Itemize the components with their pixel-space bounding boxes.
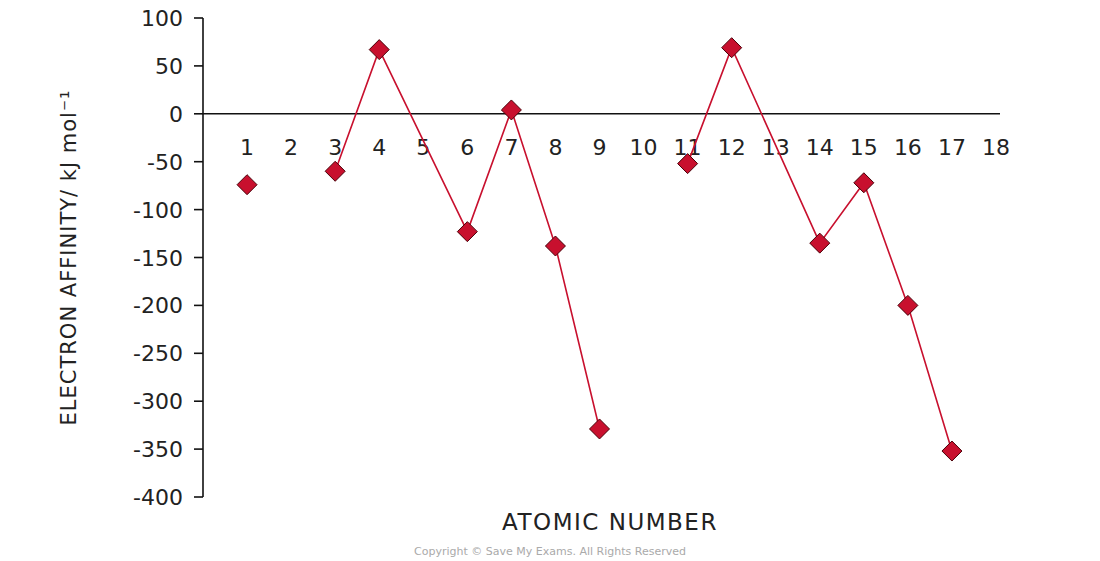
x-tick-label: 17	[938, 135, 966, 160]
x-tick-label: 14	[806, 135, 834, 160]
y-tick	[194, 352, 203, 354]
chart-root: 100500-50-100-150-200-250-300-350-400123…	[0, 0, 1100, 561]
y-tick	[194, 161, 203, 163]
y-tick	[194, 209, 203, 211]
data-point	[545, 236, 565, 256]
y-tick-label: -150	[133, 246, 183, 271]
data-point	[722, 38, 742, 58]
y-tick-label: -100	[133, 198, 183, 223]
x-tick-label: 4	[372, 135, 386, 160]
x-tick-label: 2	[284, 135, 298, 160]
data-point	[898, 295, 918, 315]
y-tick-label: 0	[169, 102, 183, 127]
y-tick-label: -50	[147, 150, 183, 175]
data-point	[590, 419, 610, 439]
y-tick-label: -200	[133, 293, 183, 318]
y-tick	[194, 305, 203, 307]
data-point	[325, 161, 345, 181]
x-tick-label: 9	[593, 135, 607, 160]
x-tick-label: 18	[982, 135, 1010, 160]
data-point	[678, 154, 698, 174]
x-tick-label: 10	[630, 135, 658, 160]
y-tick-label: -300	[133, 389, 183, 414]
plot-area	[237, 38, 962, 461]
x-tick-label: 6	[460, 135, 474, 160]
y-tick	[194, 17, 203, 19]
y-tick-label: -250	[133, 341, 183, 366]
data-point	[942, 441, 962, 461]
y-tick-label: 50	[155, 54, 183, 79]
data-point	[457, 222, 477, 242]
y-tick	[194, 257, 203, 259]
chart: 100500-50-100-150-200-250-300-350-400123…	[0, 0, 1100, 561]
y-tick	[194, 496, 203, 498]
x-tick-label: 7	[504, 135, 518, 160]
x-tick-label: 8	[548, 135, 562, 160]
y-tick-label: 100	[141, 6, 183, 31]
copyright-note: Copyright © Save My Exams. All Rights Re…	[414, 545, 686, 558]
data-point	[854, 173, 874, 193]
x-axis	[203, 113, 1000, 115]
y-tick-label: -350	[133, 437, 183, 462]
data-point	[237, 175, 257, 195]
x-axis-title: ATOMIC NUMBER	[502, 509, 718, 535]
y-tick-label: -400	[133, 485, 183, 510]
data-point	[810, 233, 830, 253]
x-tick-label: 15	[850, 135, 878, 160]
x-tick-label: 12	[718, 135, 746, 160]
data-point	[369, 40, 389, 60]
y-tick	[194, 65, 203, 67]
data-point	[501, 100, 521, 120]
x-tick-label: 1	[240, 135, 254, 160]
data-line	[335, 48, 952, 451]
y-axis-title: ELECTRON AFFINITY/ kJ mol⁻¹	[57, 90, 81, 426]
y-tick	[194, 448, 203, 450]
x-tick-label: 16	[894, 135, 922, 160]
x-tick-label: 5	[416, 135, 430, 160]
y-tick	[194, 113, 203, 115]
y-tick	[194, 400, 203, 402]
